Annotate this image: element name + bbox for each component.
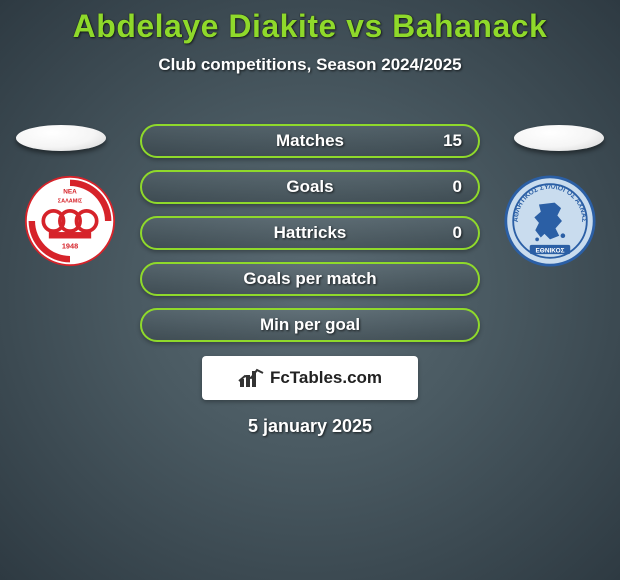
comparison-card: Abdelaye Diakite vs Bahanack Club compet… [0,0,620,580]
stat-label: Min per goal [260,315,360,335]
stat-bar: Matches 15 [140,124,480,158]
stat-bar: Goals 0 [140,170,480,204]
date-label: 5 january 2025 [0,416,620,437]
stat-value-right: 0 [453,223,462,243]
stat-bar: Goals per match [140,262,480,296]
stat-row-hattricks: Hattricks 0 [0,210,620,256]
stat-row-mpg: Min per goal [0,302,620,348]
watermark: FcTables.com [202,356,418,400]
subtitle: Club competitions, Season 2024/2025 [0,55,620,75]
stat-label: Matches [276,131,344,151]
stat-row-gpm: Goals per match [0,256,620,302]
stat-label: Goals per match [243,269,376,289]
chart-icon [238,367,264,389]
stat-bar: Hattricks 0 [140,216,480,250]
stat-row-goals: Goals 0 [0,164,620,210]
stat-label: Goals [286,177,333,197]
stat-label: Hattricks [274,223,347,243]
page-title: Abdelaye Diakite vs Bahanack [0,0,620,45]
watermark-text: FcTables.com [270,368,382,388]
stat-value-right: 15 [443,131,462,151]
stat-bar: Min per goal [140,308,480,342]
stat-value-right: 0 [453,177,462,197]
stat-row-matches: Matches 15 [0,118,620,164]
stats-area: Matches 15 Goals 0 Hattricks 0 Goals per… [0,118,620,437]
